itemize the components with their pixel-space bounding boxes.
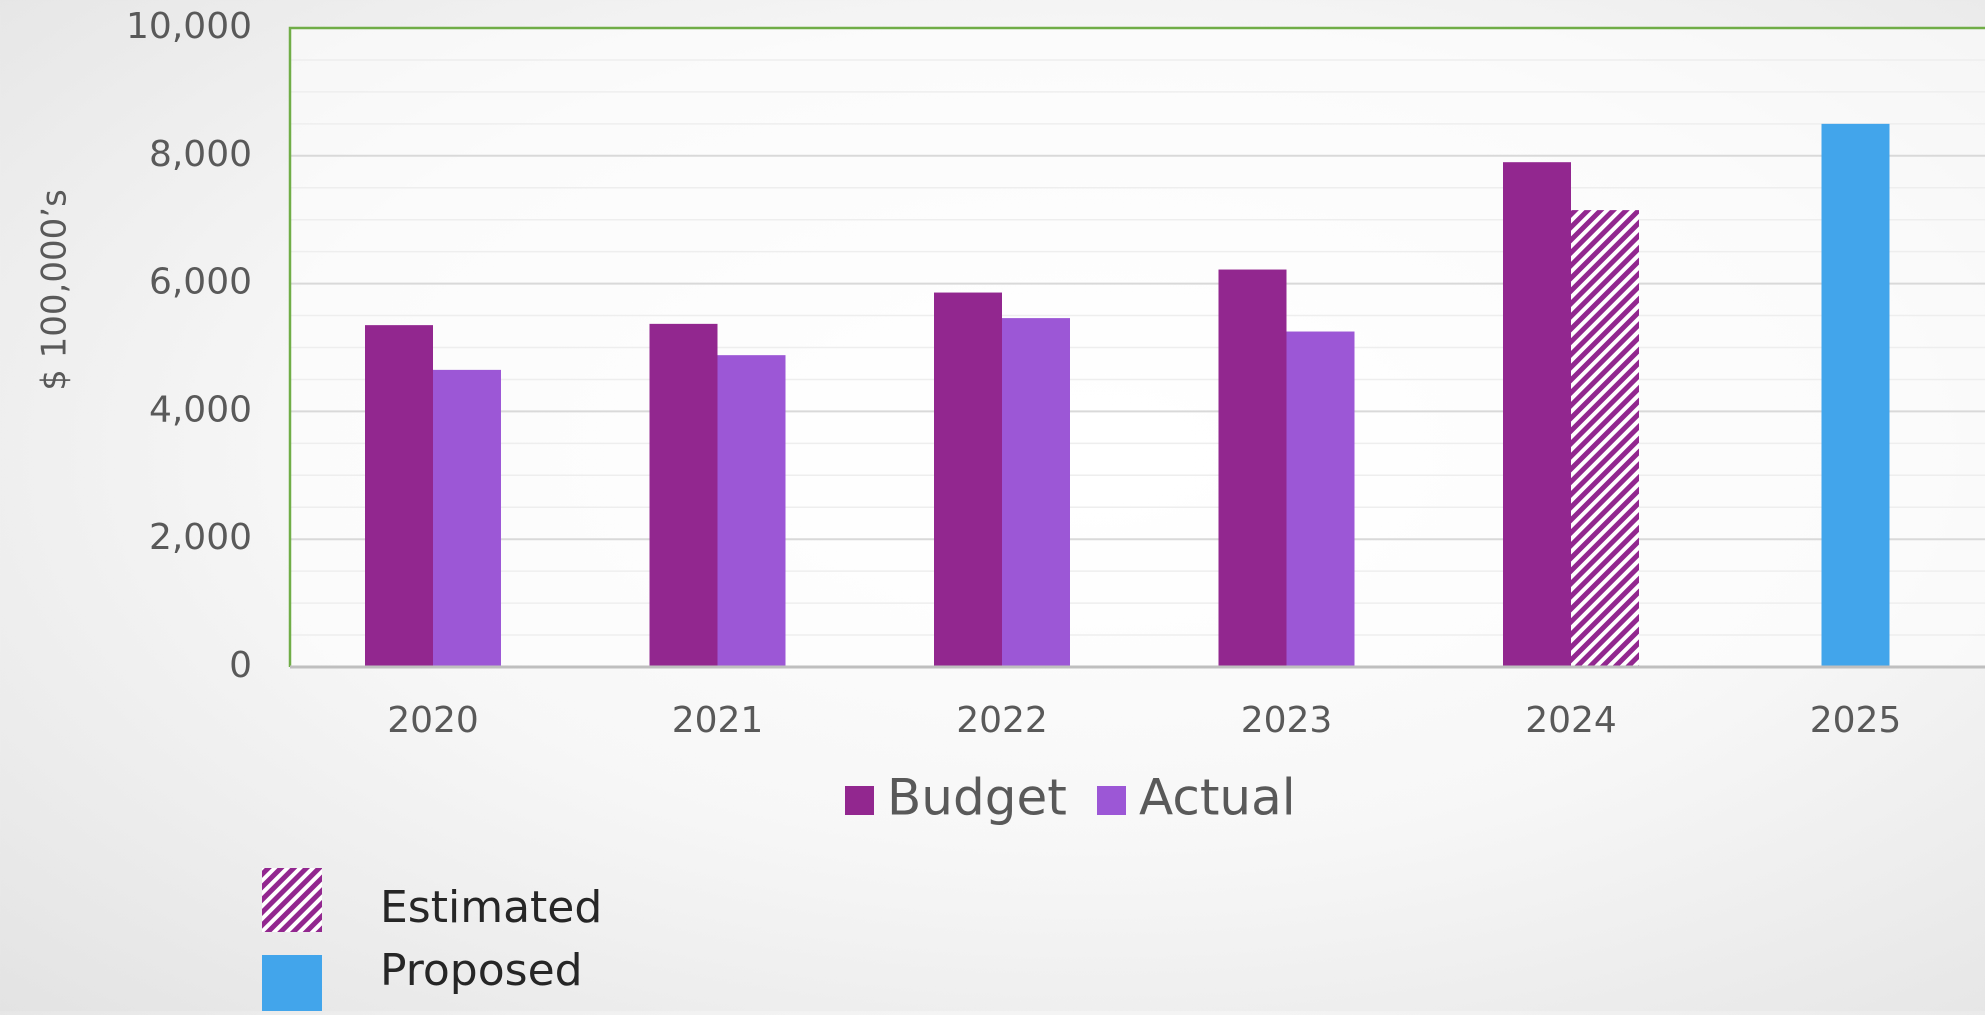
bar-actual-2021: [717, 355, 786, 667]
x-tick-label: 2024: [1525, 700, 1617, 741]
bars-group: [365, 123, 1890, 668]
y-tick-label: 4,000: [149, 389, 252, 430]
x-tick-label: 2023: [1241, 700, 1333, 741]
axes-group: [288, 26, 1985, 669]
note-swatch-estimated: [262, 868, 322, 932]
x-tick-label: 2021: [672, 700, 764, 741]
y-axis-label: $ 100,000’s: [35, 189, 75, 391]
plot-border: [288, 26, 1985, 667]
y-tick-label: 2,000: [149, 517, 252, 558]
bar-budget-2023: [1218, 269, 1287, 667]
legend-swatch-budget: [845, 786, 874, 815]
x-tick-label: 2025: [1810, 700, 1902, 741]
bar-actual-2020: [433, 369, 501, 667]
bar-budget-2022: [934, 292, 1002, 667]
y-tick-label: 8,000: [149, 134, 252, 175]
bar-actual-2024: [1571, 210, 1639, 668]
bar-budget-2021: [649, 323, 718, 667]
tick-labels: 0 2,000 4,000 6,000 8,000 10,000 2020 2021 2022 2…: [126, 6, 1901, 741]
note-label-estimated: Estimated: [380, 882, 602, 933]
bar-actual-2022: [1002, 318, 1070, 667]
note-swatch-proposed: [262, 955, 322, 1015]
y-tick-label: 0: [229, 645, 252, 686]
legend-label-actual: Actual: [1139, 769, 1296, 827]
y-tick-label: 10,000: [126, 6, 252, 47]
x-tick-label: 2022: [956, 700, 1048, 741]
legend-label-budget: Budget: [887, 769, 1067, 827]
y-tick-label: 6,000: [149, 262, 252, 303]
legend-swatch-actual: [1097, 786, 1126, 815]
bar-proposed-2025: [1821, 123, 1890, 668]
notes-legend: Estimated Proposed: [262, 868, 602, 1015]
bar-actual-2023: [1286, 331, 1355, 667]
bar-budget-2024: [1503, 162, 1571, 667]
legend: Budget Actual: [845, 769, 1296, 827]
note-label-proposed: Proposed: [380, 945, 583, 996]
x-tick-label: 2020: [387, 700, 479, 741]
bar-budget-2020: [365, 325, 433, 667]
